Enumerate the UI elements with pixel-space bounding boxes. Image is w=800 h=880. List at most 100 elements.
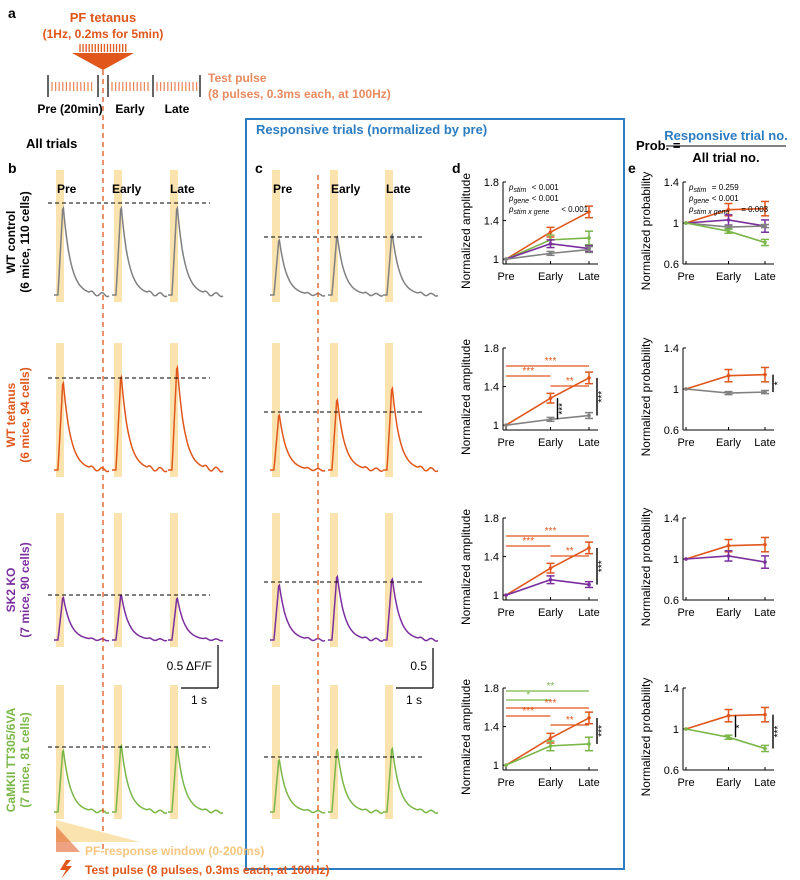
scalebar-c-x-label: 1 s: [406, 693, 422, 707]
tetanus-params: (1Hz, 0.2ms for 5min): [43, 27, 164, 41]
test-pulse-title: Test pulse: [208, 71, 267, 85]
y-tick-label: 1: [673, 218, 679, 230]
group-sub: (7 mice, 90 cells): [18, 542, 32, 637]
data-point: [726, 543, 731, 548]
data-point: [548, 736, 553, 740]
data-point: [587, 376, 591, 380]
group-sub: (6 mice, 110 cells): [18, 191, 32, 292]
scalebar-b-y-label: 0.5 ΔF/F: [167, 659, 212, 673]
c-response-window: [272, 343, 280, 477]
y-axis-label: Normalized probability: [639, 172, 653, 291]
significance-mark: ***: [597, 391, 608, 403]
b-trace-sk2_ko: [54, 596, 110, 642]
chart-d-row4: 1 1.4 1.8 Pre Early Late Normalized amplitude *…: [459, 679, 608, 795]
series-line: [505, 743, 590, 766]
x-tick-label: Late: [578, 607, 599, 619]
data-point: [548, 417, 553, 422]
b-response-window: [170, 685, 178, 819]
y-tick-label: 1.4: [664, 513, 679, 525]
x-tick-label: Early: [538, 271, 564, 283]
chart-d-row1: 1 1.4 1.8 Pre Early Late Normalized amplitude p…: [459, 173, 600, 289]
c-label-early: Early: [331, 182, 361, 196]
lightning-icon: [60, 860, 72, 879]
scalebar-b-x-label: 1 s: [191, 693, 207, 707]
chart-d-row3: 1 1.4 1.8 Pre Early Late Normalized amplitude *…: [459, 509, 608, 625]
panel-c-traces: Pre Early Late: [264, 170, 439, 819]
b-response-window: [56, 685, 64, 819]
data-point: [763, 224, 767, 228]
b-response-window: [114, 513, 122, 647]
group-sub: (7 mice, 81 cells): [18, 712, 32, 807]
b-response-window: [170, 170, 178, 302]
y-tick-label: 0.6: [664, 425, 679, 437]
chart-e-row3: 0.6 1 1.4 Pre Early Late Normalized probabilit…: [639, 508, 776, 627]
significance-mark: ***: [558, 403, 569, 415]
x-tick-label: Late: [754, 437, 775, 449]
significance-mark: *: [735, 724, 746, 728]
significance-mark: ***: [597, 725, 608, 737]
protocol-diagram: PF tetanus (1Hz, 0.2ms for 5min) Pre (20…: [37, 10, 390, 116]
data-point: [587, 546, 591, 550]
c-response-window: [385, 170, 393, 302]
stat-value: < 0.001: [532, 194, 559, 203]
group-label-wt-tetanus: WT tetanus (6 mice, 94 cells): [4, 367, 32, 462]
y-tick-label: 0.6: [664, 765, 679, 777]
panel-b-traces: Pre Early Late: [48, 170, 224, 819]
significance-mark: *: [526, 690, 530, 701]
c-label-late: Late: [386, 182, 411, 196]
data-point: [548, 251, 553, 256]
b-trace-camkii: [54, 748, 110, 814]
data-point: [587, 210, 591, 214]
c-trace-sk2_ko: [270, 583, 326, 642]
b-trace-wt_tetanus: [168, 364, 224, 473]
b-trace-sk2_ko: [168, 596, 224, 642]
data-point: [763, 560, 767, 564]
prob-numerator: Responsive trial no.: [664, 128, 788, 143]
series-line: [505, 547, 590, 596]
data-point: [684, 387, 688, 391]
early-period-label: Early: [115, 102, 145, 116]
data-point: [587, 247, 591, 252]
panel-label-c: c: [255, 160, 263, 176]
group-name: WT control: [4, 211, 18, 274]
data-point: [726, 713, 731, 718]
y-tick-label: 1.8: [484, 513, 499, 525]
c-trace-sk2_ko: [328, 574, 384, 642]
y-tick-label: 1: [673, 724, 679, 736]
stat-subscript: stim: [693, 187, 706, 194]
summary-charts: 1 1.4 1.8 Pre Early Late Normalized amplitude p…: [459, 172, 784, 797]
stat-label: pgene: [508, 194, 529, 205]
data-point: [587, 716, 591, 720]
bottom-legend: PF-response window (0-200ms) Test pulse …: [56, 820, 330, 879]
c-trace-camkii: [383, 746, 439, 814]
group-label-sk2-ko: SK2 KO (7 mice, 90 cells): [4, 542, 32, 637]
y-tick-label: 1.8: [484, 177, 499, 189]
stat-value: = 0.259: [712, 183, 739, 192]
c-trace-camkii: [270, 758, 326, 814]
all-trials-title: All trials: [26, 136, 77, 151]
panel-label-a: a: [8, 5, 16, 21]
y-tick-label: 1: [493, 760, 499, 772]
x-tick-label: Pre: [677, 437, 694, 449]
y-tick-label: 1: [673, 384, 679, 396]
x-tick-label: Late: [754, 607, 775, 619]
y-tick-label: 1.4: [664, 177, 679, 189]
data-point: [763, 390, 767, 394]
data-point: [726, 225, 731, 229]
data-point: [763, 240, 767, 245]
x-tick-label: Pre: [677, 777, 694, 789]
stat-subscript: stim: [513, 187, 526, 194]
y-tick-label: 0.6: [664, 595, 679, 607]
c-response-window: [330, 170, 338, 302]
y-tick-label: 1.8: [484, 683, 499, 695]
y-tick-label: 1.4: [484, 552, 499, 564]
stat-subscript: stim x gene: [513, 209, 549, 216]
stat-label: pstim: [688, 183, 706, 194]
window-legend-overlap: [56, 826, 80, 852]
y-axis-label: Normalized amplitude: [459, 679, 473, 795]
panel-label-d: d: [452, 160, 461, 176]
y-tick-label: 1: [493, 254, 499, 266]
data-point: [763, 372, 767, 377]
c-trace-wt_tetanus: [328, 397, 384, 473]
